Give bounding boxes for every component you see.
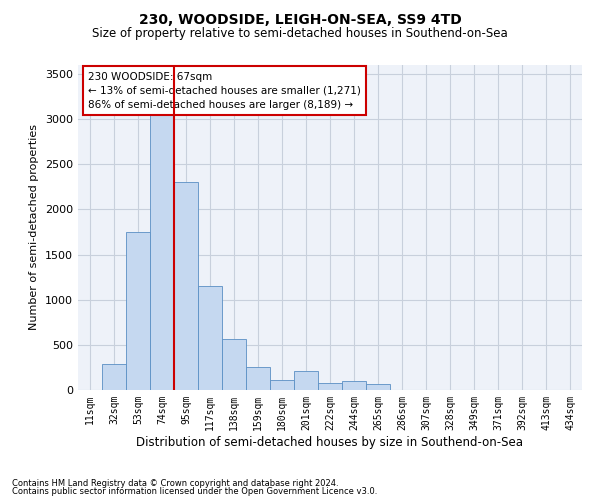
Bar xyxy=(150,96,174,390)
Bar xyxy=(318,383,342,390)
Text: Contains HM Land Registry data © Crown copyright and database right 2024.: Contains HM Land Registry data © Crown c… xyxy=(12,478,338,488)
X-axis label: Distribution of semi-detached houses by size in Southend-on-Sea: Distribution of semi-detached houses by … xyxy=(137,436,523,448)
Bar xyxy=(270,380,294,390)
Bar xyxy=(126,232,150,390)
Bar xyxy=(342,381,366,390)
Text: 230 WOODSIDE: 67sqm
← 13% of semi-detached houses are smaller (1,271)
86% of sem: 230 WOODSIDE: 67sqm ← 13% of semi-detach… xyxy=(88,72,361,110)
Bar xyxy=(294,371,318,390)
Bar xyxy=(222,340,246,390)
Bar xyxy=(366,384,390,390)
Bar xyxy=(246,366,270,390)
Text: 230, WOODSIDE, LEIGH-ON-SEA, SS9 4TD: 230, WOODSIDE, LEIGH-ON-SEA, SS9 4TD xyxy=(139,12,461,26)
Y-axis label: Number of semi-detached properties: Number of semi-detached properties xyxy=(29,124,40,330)
Text: Contains public sector information licensed under the Open Government Licence v3: Contains public sector information licen… xyxy=(12,487,377,496)
Bar xyxy=(102,364,126,390)
Bar xyxy=(174,182,198,390)
Text: Size of property relative to semi-detached houses in Southend-on-Sea: Size of property relative to semi-detach… xyxy=(92,28,508,40)
Bar xyxy=(198,286,222,390)
